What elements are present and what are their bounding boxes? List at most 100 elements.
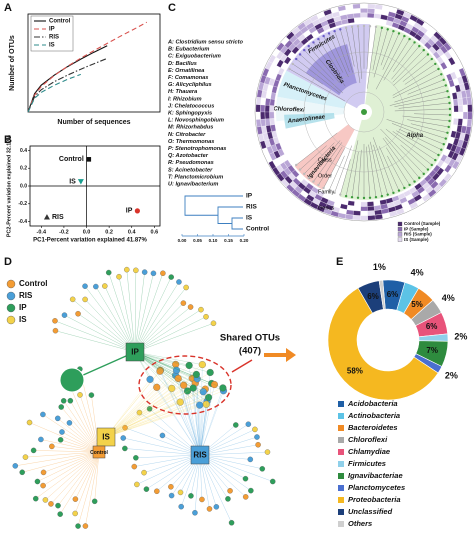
tree-node: [392, 29, 395, 33]
edge: [134, 351, 197, 375]
heat-cell: [360, 3, 368, 9]
otu-node: [187, 304, 194, 310]
y-tick-label: 0.4: [20, 148, 27, 154]
otu-node: [30, 447, 37, 454]
tree-node: [426, 53, 430, 56]
genus-key: G: Alicycliphilus: [168, 82, 212, 88]
tree-node: [442, 143, 445, 146]
tree-node: [448, 101, 451, 105]
genus-key: U: Ignavibacterium: [168, 181, 218, 187]
legend-label: Acidobacteria: [347, 399, 398, 408]
heat-cell: [345, 4, 354, 10]
slice-label: 2%: [445, 371, 458, 381]
legend-label: Actinobacteria: [347, 411, 400, 420]
tree-branch: [334, 31, 350, 73]
heat-cell: [360, 215, 368, 221]
otu-node: [233, 422, 239, 428]
edge: [15, 451, 100, 467]
legend-label: Chloroflexi: [348, 435, 388, 444]
heat-cell: [360, 8, 368, 13]
tree-node: [448, 119, 451, 123]
heat-cell: [367, 12, 375, 19]
heat-cell: [373, 205, 382, 211]
tree-branch: [396, 130, 439, 156]
dendro-leaf: IP: [246, 193, 253, 200]
edge: [104, 285, 136, 353]
heat-cell: [360, 206, 368, 212]
heat-cell: [374, 214, 383, 220]
tree-branch: [402, 58, 432, 82]
sample-swatch: [397, 232, 403, 237]
edge: [105, 383, 212, 438]
edge: [37, 451, 100, 482]
dendro-leaf: RIS: [246, 204, 258, 211]
tree-branch: [366, 146, 371, 198]
heat-cell: [264, 111, 270, 120]
x-tick-label: 0.6: [151, 229, 159, 235]
level-label: Genus: [318, 205, 334, 211]
slice-label: 58%: [347, 366, 363, 375]
otu-node: [259, 466, 266, 472]
otu-node: [245, 421, 252, 427]
edge: [134, 351, 196, 384]
x-axis-title: PC1-Percent variation explained 41.87%: [33, 238, 147, 244]
edge: [199, 454, 232, 523]
otu-node: [210, 320, 217, 327]
otu-node: [188, 493, 194, 499]
otu-node: [206, 368, 214, 377]
series-line: [27, 45, 108, 113]
slice-label: 4%: [411, 267, 424, 277]
slice-label: 5%: [411, 300, 423, 309]
heat-cell: [352, 215, 361, 221]
y-axis-title: PC2-Percent variation explained 32.12%: [6, 135, 12, 237]
otu-node: [57, 511, 63, 517]
genus-key: E: Ornatilinea: [168, 68, 204, 74]
slice-label: 2%: [454, 331, 467, 341]
level-label: Class: [318, 157, 332, 163]
legend-label: Firmicutes: [348, 459, 386, 468]
sample-swatch: [397, 221, 403, 227]
genus-key: K: Sphingopyxis: [168, 110, 212, 116]
tree-node: [440, 148, 443, 151]
otu-node: [120, 435, 126, 441]
otu-node: [227, 488, 233, 494]
edge: [199, 387, 224, 456]
legend-label: RIS: [19, 291, 33, 300]
otu-node: [69, 296, 76, 303]
sample-label: IS (Sample): [404, 237, 429, 242]
genus-key: O: Thermomonas: [168, 139, 214, 145]
otu-node: [269, 478, 276, 485]
hub: [92, 445, 106, 459]
edge: [199, 444, 259, 456]
heat-cell: [352, 3, 361, 9]
heat-cell: [367, 201, 374, 207]
edge: [134, 272, 145, 353]
tree-branch: [304, 49, 334, 81]
heat-cell: [453, 111, 459, 119]
point: [134, 208, 140, 214]
edge: [108, 272, 136, 353]
point-label: Control: [59, 156, 84, 163]
edge: [85, 451, 100, 527]
edge: [199, 383, 212, 456]
otu-node: [75, 310, 81, 317]
otu-node: [168, 484, 174, 490]
otu-node: [55, 502, 61, 509]
edge: [50, 451, 100, 505]
heat-cell: [462, 97, 468, 106]
tree-branch: [372, 27, 383, 71]
otu-node: [196, 401, 204, 409]
tree-node: [327, 32, 331, 35]
genus-key: P: Stenotrophomonas: [168, 146, 226, 152]
edge: [22, 451, 100, 473]
tree-node: [447, 125, 450, 129]
heat-cell: [255, 111, 261, 120]
edge: [105, 364, 203, 438]
tree-branch: [407, 79, 444, 95]
tree-node: [368, 25, 372, 28]
point: [43, 214, 50, 220]
tree-branch: [345, 27, 355, 67]
panel-arrow: [264, 348, 296, 362]
y-axis-title: Number of OTUs: [9, 35, 16, 91]
otu-node: [60, 398, 67, 404]
